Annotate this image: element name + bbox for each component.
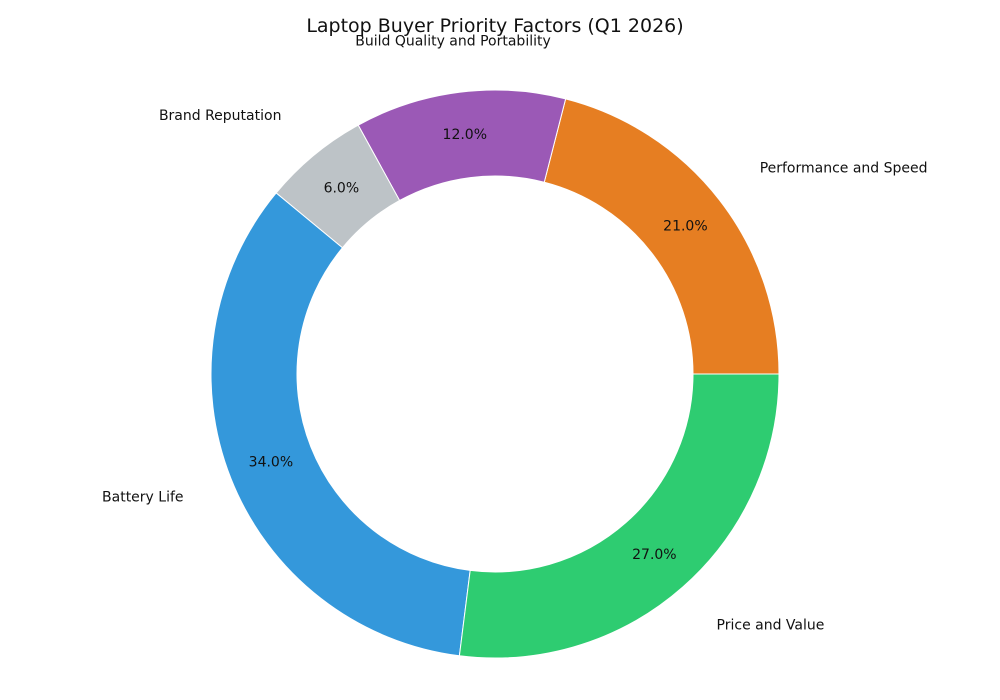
slice-value-label: 21.0% <box>663 218 707 234</box>
slice-value-label: 27.0% <box>632 547 676 563</box>
slice-category-label: Brand Reputation <box>159 108 282 124</box>
slice-value-label: 6.0% <box>324 180 360 196</box>
slice-performance-and-speed <box>543 98 780 375</box>
slice-price-and-value <box>458 373 780 659</box>
slice-battery-life <box>210 192 471 657</box>
slice-category-label: Battery Life <box>102 489 184 505</box>
slice-category-label: Performance and Speed <box>760 161 928 177</box>
slice-category-label: Price and Value <box>717 617 825 633</box>
slices-group <box>210 89 780 659</box>
slice-category-label: Build Quality and Portability <box>355 34 551 50</box>
labels-group: 21.0% Performance and Speed 12.0% Build Qua… <box>102 34 928 634</box>
slice-value-label: 12.0% <box>443 127 487 143</box>
slice-value-label: 34.0% <box>249 455 293 471</box>
chart-title: Laptop Buyer Priority Factors (Q1 2026) <box>306 15 683 37</box>
